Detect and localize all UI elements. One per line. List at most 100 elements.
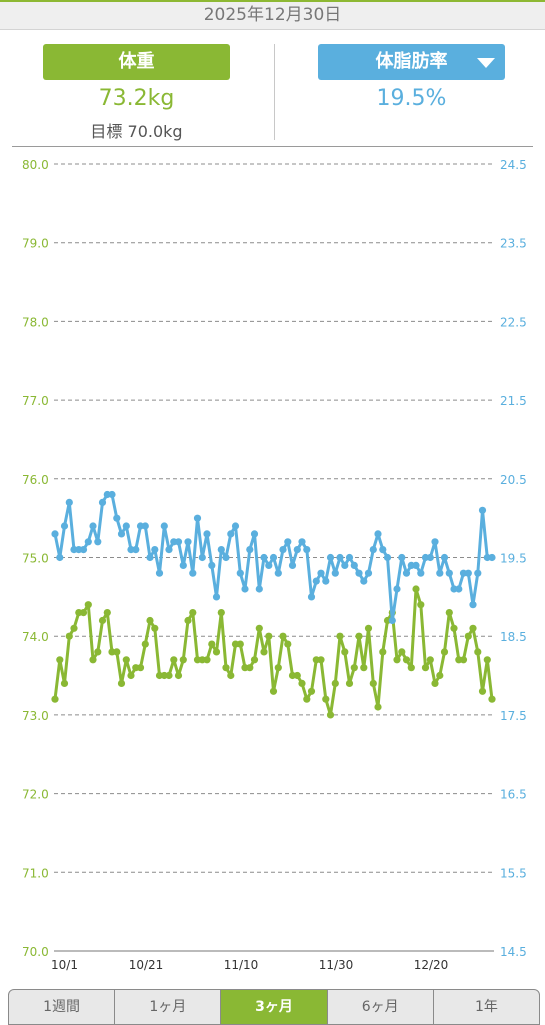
body-fat-point (241, 585, 249, 593)
weight-point (450, 624, 458, 632)
weight-point (174, 671, 183, 680)
weight-point (459, 656, 468, 664)
y-left-tick-label: 79.0 (22, 237, 49, 251)
tab-4[interactable]: 6ヶ月 (328, 990, 434, 1024)
weight-point (56, 656, 64, 664)
weight-point (412, 585, 420, 593)
y-left-tick-label: 71.0 (22, 866, 49, 880)
weight-point (284, 640, 292, 648)
weight-point (336, 632, 344, 640)
tab-3[interactable]: 3ヶ月 (221, 990, 328, 1024)
weight-point (331, 679, 339, 688)
y-right-tick-label: 15.5 (500, 866, 527, 880)
body-fat-point (193, 514, 202, 522)
weight-point (98, 616, 107, 625)
body-fat-point (212, 593, 221, 601)
body-fat-value: 19.5% (376, 86, 447, 111)
weight-point (478, 687, 487, 695)
weight-point (402, 656, 411, 664)
body-fat-label: 体脂肪率 (375, 51, 448, 72)
weight-point (141, 640, 149, 648)
body-fat-point (488, 553, 496, 562)
weight-point (364, 624, 373, 632)
body-fat-point (374, 530, 382, 538)
body-fat-point (179, 561, 187, 569)
body-fat-point (455, 585, 463, 593)
body-fat-point (412, 561, 420, 569)
body-fat-point (84, 538, 92, 546)
body-fat-point (312, 577, 320, 585)
body-fat-point (89, 522, 97, 530)
body-fat-point (398, 553, 406, 562)
body-fat-point (250, 530, 259, 538)
weight-point (426, 656, 434, 664)
body-fat-point (431, 538, 439, 546)
y-right-tick-label: 16.5 (500, 788, 527, 802)
weight-point (260, 648, 268, 656)
weight-point (179, 656, 187, 664)
body-fat-point (132, 546, 140, 554)
weight-point (94, 648, 102, 656)
body-fat-point (469, 601, 477, 609)
weight-point (165, 671, 173, 680)
y-left-tick-label: 78.0 (22, 315, 49, 329)
body-fat-point (364, 569, 373, 577)
body-fat-point (189, 569, 197, 577)
weight-point (246, 664, 254, 672)
y-left-tick-label: 77.0 (22, 394, 49, 408)
weight-button[interactable]: 体重 (43, 44, 230, 80)
body-fat-point (417, 569, 425, 577)
weight-point (146, 616, 154, 625)
tab-1[interactable]: 1週間 (9, 990, 116, 1024)
weight-point (222, 664, 230, 672)
y-left-tick-label: 70.0 (22, 945, 49, 959)
weight-point (440, 648, 449, 656)
weight-point (360, 664, 368, 672)
y-left-tick-label: 74.0 (22, 630, 49, 644)
body-fat-point (265, 561, 273, 569)
weight-series-line (53, 587, 494, 717)
weight-point (393, 656, 401, 664)
y-right-tick-label: 22.5 (500, 315, 527, 329)
weight-point (341, 648, 349, 656)
weight-point (417, 601, 425, 609)
weight-point (89, 656, 97, 664)
weight-point (84, 601, 92, 609)
body-fat-point (146, 553, 154, 562)
body-fat-point (274, 569, 282, 577)
weight-point (184, 616, 192, 625)
weight-point (255, 624, 263, 632)
weight-point (265, 632, 273, 640)
body-fat-point (341, 561, 349, 569)
body-fat-point (360, 577, 368, 585)
body-fat-point (203, 530, 211, 538)
body-fat-dropdown[interactable]: 体脂肪率 (318, 44, 505, 80)
weight-point (236, 640, 244, 648)
body-fat-point (331, 569, 339, 577)
weight-point (488, 695, 496, 703)
weight-point (298, 679, 306, 688)
y-left-tick-label: 80.0 (22, 158, 49, 172)
tab-5[interactable]: 1年 (474, 999, 498, 1015)
weight-point (269, 687, 278, 695)
body-fat-point (222, 553, 230, 562)
weight-point (274, 664, 282, 672)
body-fat-point (108, 490, 116, 499)
body-fat-point (208, 561, 216, 569)
weight-point (436, 671, 444, 680)
weight-point (379, 648, 387, 656)
body-fat-point (56, 553, 64, 562)
weight-point (431, 679, 439, 688)
x-tick-label: 12/20 (414, 958, 449, 972)
weight-point (303, 695, 311, 703)
weight-point (117, 679, 126, 688)
y-right-tick-label: 24.5 (500, 158, 527, 172)
body-fat-point (279, 546, 287, 554)
weight-point (355, 632, 363, 640)
x-tick-label: 10/1 (51, 958, 78, 972)
body-fat-point (198, 553, 206, 562)
body-fat-point (355, 569, 363, 577)
body-fat-point (388, 616, 396, 625)
tab-2[interactable]: 1ヶ月 (115, 990, 222, 1024)
dropdown-arrow-icon (477, 58, 495, 68)
